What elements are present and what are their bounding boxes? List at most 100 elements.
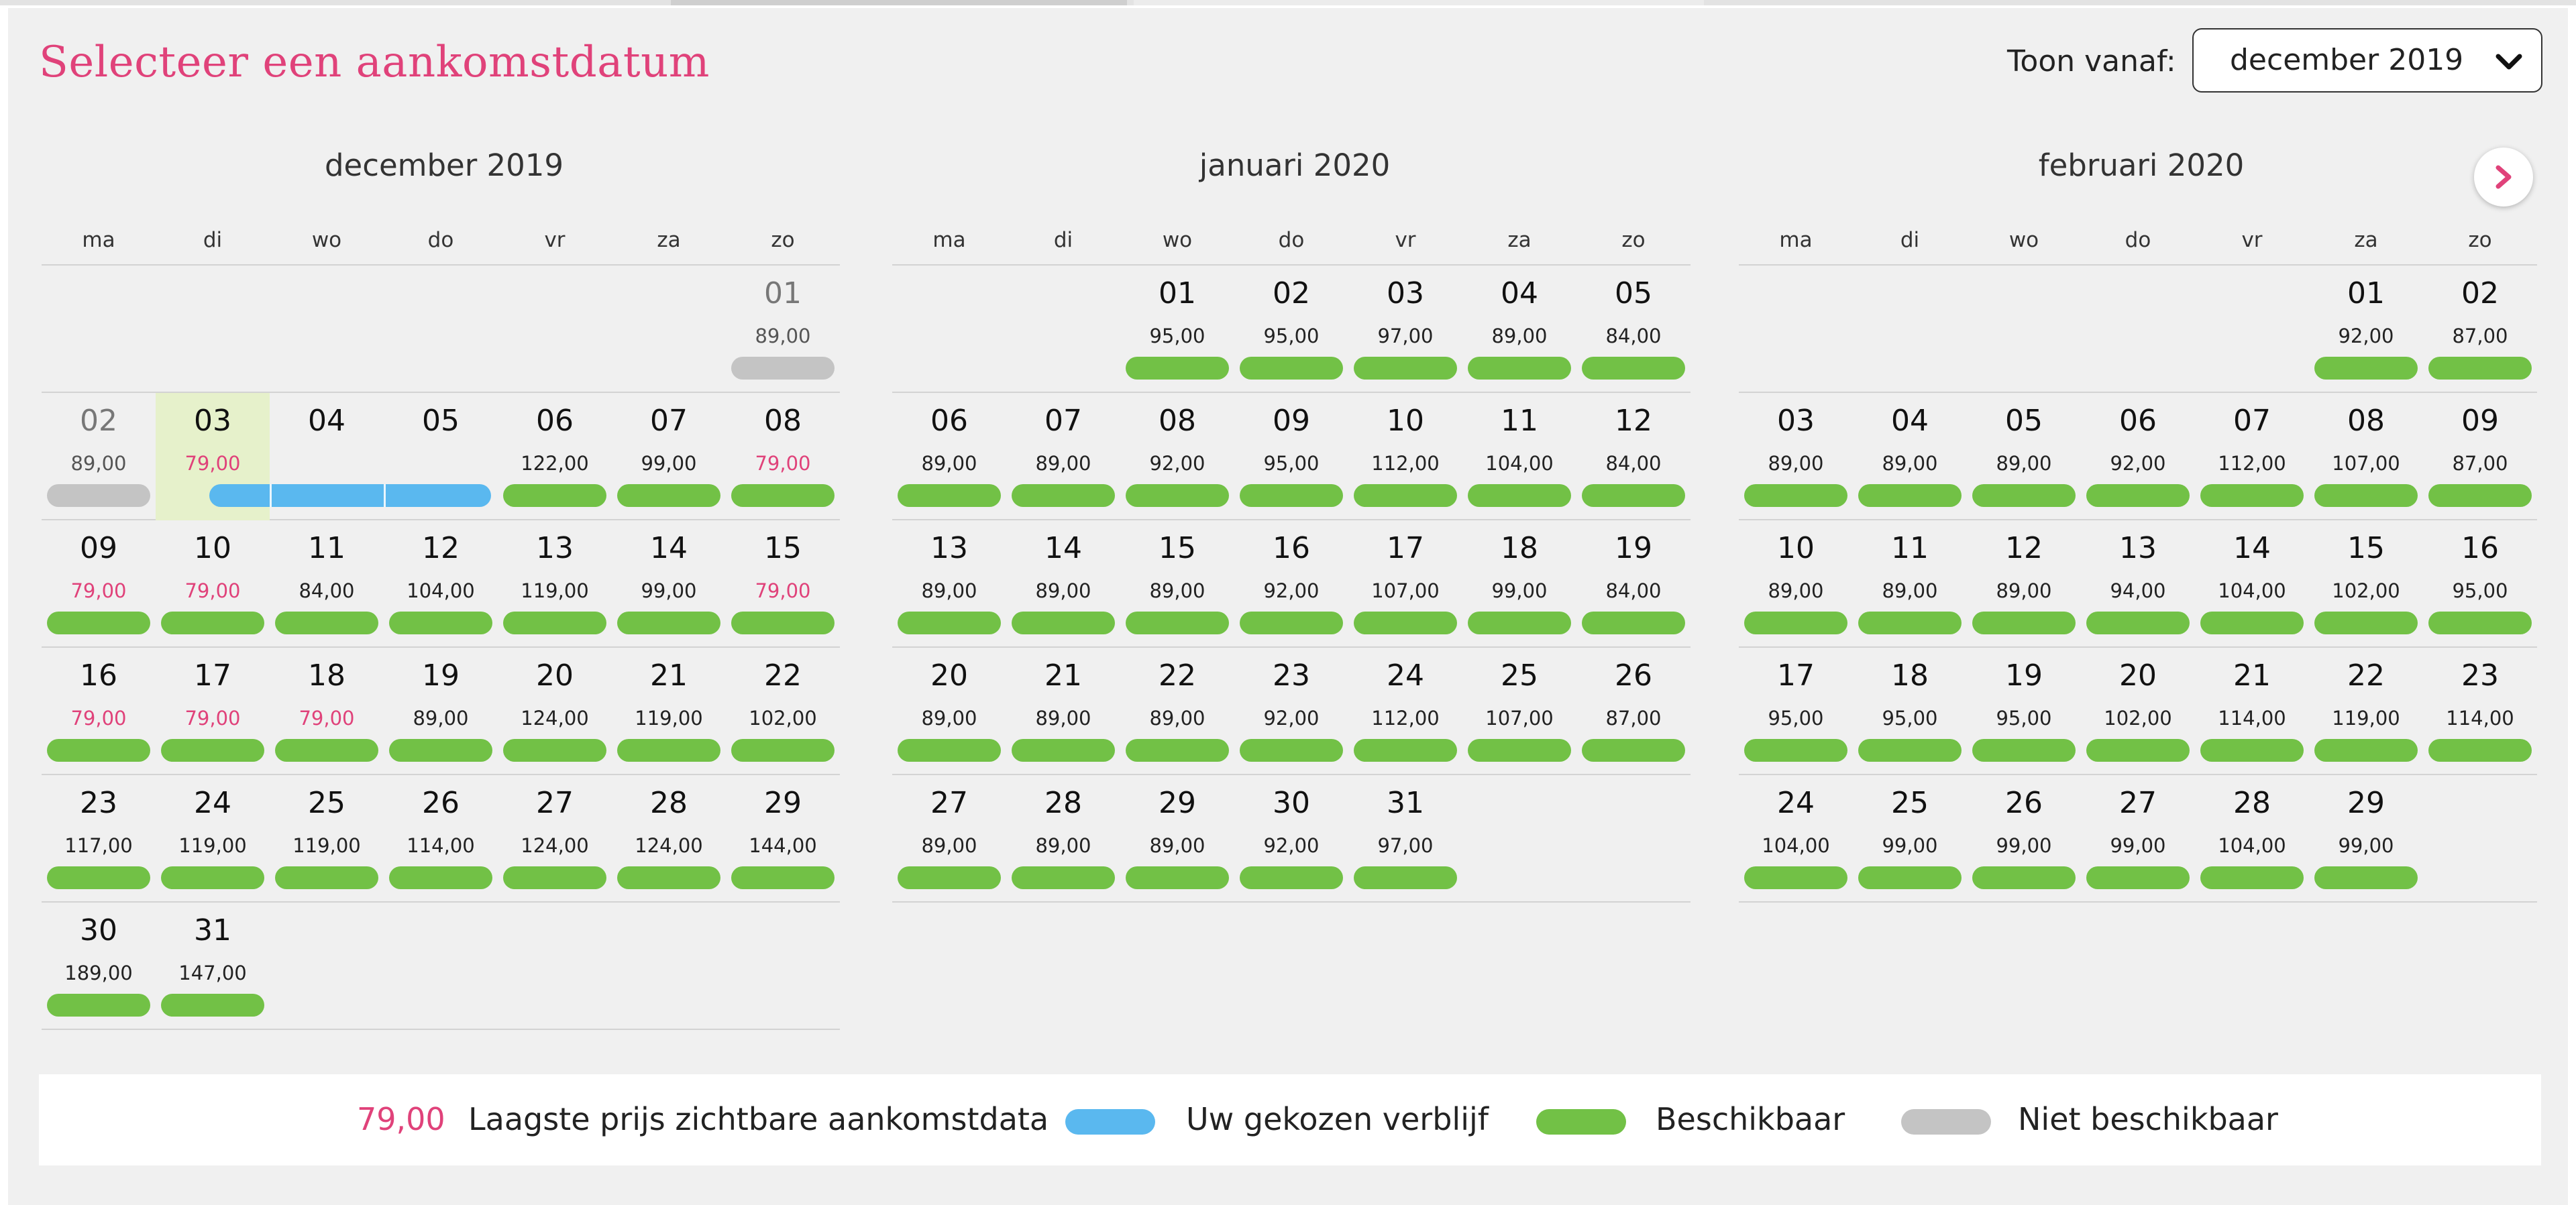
day-cell[interactable]: 05 <box>384 393 498 520</box>
day-cell[interactable]: 31 147,00 <box>156 903 270 1030</box>
day-cell[interactable]: 05 84,00 <box>1576 266 1690 393</box>
day-cell[interactable]: 06 92,00 <box>2081 393 2195 520</box>
day-cell[interactable]: 14 104,00 <box>2195 520 2309 648</box>
day-cell[interactable]: 28 89,00 <box>1006 775 1120 903</box>
day-cell[interactable]: 20 89,00 <box>892 648 1006 775</box>
day-cell[interactable]: 21 119,00 <box>612 648 726 775</box>
day-cell[interactable]: 17 95,00 <box>1739 648 1853 775</box>
day-cell[interactable]: 07 112,00 <box>2195 393 2309 520</box>
day-cell[interactable]: 29 89,00 <box>1120 775 1234 903</box>
day-cell[interactable]: 23 114,00 <box>2423 648 2537 775</box>
day-cell[interactable]: 24 112,00 <box>1348 648 1462 775</box>
weekday-label: vr <box>2241 228 2263 252</box>
day-cell[interactable]: 09 79,00 <box>42 520 156 648</box>
day-cell[interactable]: 17 107,00 <box>1348 520 1462 648</box>
legend: 79,00 Laagste prijs zichtbare aankomstda… <box>39 1074 2541 1165</box>
day-cell[interactable]: 04 <box>270 393 384 520</box>
day-cell[interactable]: 12 89,00 <box>1967 520 2081 648</box>
day-cell[interactable]: 02 87,00 <box>2423 266 2537 393</box>
day-cell[interactable]: 21 114,00 <box>2195 648 2309 775</box>
day-cell[interactable]: 21 89,00 <box>1006 648 1120 775</box>
day-cell[interactable]: 25 107,00 <box>1462 648 1576 775</box>
day-cell[interactable]: 20 102,00 <box>2081 648 2195 775</box>
day-cell[interactable]: 14 99,00 <box>612 520 726 648</box>
day-cell[interactable]: 15 79,00 <box>726 520 840 648</box>
day-cell[interactable]: 30 92,00 <box>1234 775 1348 903</box>
day-cell[interactable]: 24 104,00 <box>1739 775 1853 903</box>
day-cell[interactable]: 14 89,00 <box>1006 520 1120 648</box>
day-cell[interactable]: 10 112,00 <box>1348 393 1462 520</box>
day-cell[interactable]: 16 79,00 <box>42 648 156 775</box>
next-month-button[interactable] <box>2474 148 2533 207</box>
day-cell[interactable]: 12 104,00 <box>384 520 498 648</box>
day-cell[interactable]: 27 124,00 <box>498 775 612 903</box>
day-cell[interactable]: 01 92,00 <box>2309 266 2423 393</box>
day-cell[interactable]: 31 97,00 <box>1348 775 1462 903</box>
day-cell[interactable]: 25 99,00 <box>1853 775 1967 903</box>
day-cell[interactable]: 24 119,00 <box>156 775 270 903</box>
day-cell[interactable]: 17 79,00 <box>156 648 270 775</box>
day-cell[interactable]: 30 189,00 <box>42 903 156 1030</box>
day-cell[interactable]: 28 124,00 <box>612 775 726 903</box>
day-cell[interactable]: 05 89,00 <box>1967 393 2081 520</box>
day-cell[interactable]: 15 102,00 <box>2309 520 2423 648</box>
day-price: 112,00 <box>1371 707 1440 730</box>
day-cell[interactable]: 22 102,00 <box>726 648 840 775</box>
day-cell[interactable]: 26 87,00 <box>1576 648 1690 775</box>
day-cell[interactable]: 26 99,00 <box>1967 775 2081 903</box>
day-cell[interactable]: 18 95,00 <box>1853 648 1967 775</box>
day-cell[interactable]: 18 79,00 <box>270 648 384 775</box>
day-cell[interactable]: 08 92,00 <box>1120 393 1234 520</box>
day-cell[interactable]: 15 89,00 <box>1120 520 1234 648</box>
day-cell[interactable]: 20 124,00 <box>498 648 612 775</box>
day-cell[interactable]: 13 89,00 <box>892 520 1006 648</box>
day-cell[interactable]: 18 99,00 <box>1462 520 1576 648</box>
month-select[interactable]: december 2019 <box>2192 28 2542 93</box>
day-cell[interactable]: 29 99,00 <box>2309 775 2423 903</box>
day-cell[interactable]: 25 119,00 <box>270 775 384 903</box>
day-cell[interactable]: 28 104,00 <box>2195 775 2309 903</box>
day-cell[interactable]: 08 107,00 <box>2309 393 2423 520</box>
day-cell[interactable]: 07 99,00 <box>612 393 726 520</box>
day-price: 104,00 <box>2218 579 2286 602</box>
day-number: 04 <box>1891 404 1929 438</box>
day-cell[interactable]: 27 99,00 <box>2081 775 2195 903</box>
day-cell[interactable]: 03 97,00 <box>1348 266 1462 393</box>
day-cell[interactable]: 13 119,00 <box>498 520 612 648</box>
day-cell[interactable]: 16 92,00 <box>1234 520 1348 648</box>
day-cell[interactable]: 03 89,00 <box>1739 393 1853 520</box>
day-cell[interactable]: 02 95,00 <box>1234 266 1348 393</box>
day-cell[interactable]: 12 84,00 <box>1576 393 1690 520</box>
day-cell[interactable]: 13 94,00 <box>2081 520 2195 648</box>
day-cell[interactable]: 16 95,00 <box>2423 520 2537 648</box>
day-cell[interactable]: 11 104,00 <box>1462 393 1576 520</box>
day-cell[interactable]: 01 95,00 <box>1120 266 1234 393</box>
day-cell[interactable]: 19 84,00 <box>1576 520 1690 648</box>
day-number: 26 <box>1615 658 1652 693</box>
day-cell[interactable]: 23 92,00 <box>1234 648 1348 775</box>
day-cell[interactable]: 26 114,00 <box>384 775 498 903</box>
day-cell[interactable]: 11 84,00 <box>270 520 384 648</box>
calendar-panel <box>8 8 2568 1205</box>
day-price: 89,00 <box>1768 452 1824 475</box>
day-cell[interactable]: 06 122,00 <box>498 393 612 520</box>
day-cell[interactable]: 27 89,00 <box>892 775 1006 903</box>
day-cell[interactable]: 09 95,00 <box>1234 393 1348 520</box>
day-cell[interactable]: 09 87,00 <box>2423 393 2537 520</box>
day-cell[interactable]: 10 79,00 <box>156 520 270 648</box>
day-cell[interactable]: 19 89,00 <box>384 648 498 775</box>
day-cell[interactable]: 29 144,00 <box>726 775 840 903</box>
day-cell[interactable]: 06 89,00 <box>892 393 1006 520</box>
day-cell[interactable]: 04 89,00 <box>1853 393 1967 520</box>
day-cell[interactable]: 22 89,00 <box>1120 648 1234 775</box>
day-cell[interactable]: 08 79,00 <box>726 393 840 520</box>
day-cell[interactable]: 23 117,00 <box>42 775 156 903</box>
day-cell[interactable]: 22 119,00 <box>2309 648 2423 775</box>
day-cell[interactable]: 19 95,00 <box>1967 648 2081 775</box>
day-price: 79,00 <box>184 707 241 730</box>
available-bar <box>275 866 378 889</box>
day-cell[interactable]: 04 89,00 <box>1462 266 1576 393</box>
day-cell[interactable]: 07 89,00 <box>1006 393 1120 520</box>
day-cell[interactable]: 11 89,00 <box>1853 520 1967 648</box>
day-cell[interactable]: 10 89,00 <box>1739 520 1853 648</box>
